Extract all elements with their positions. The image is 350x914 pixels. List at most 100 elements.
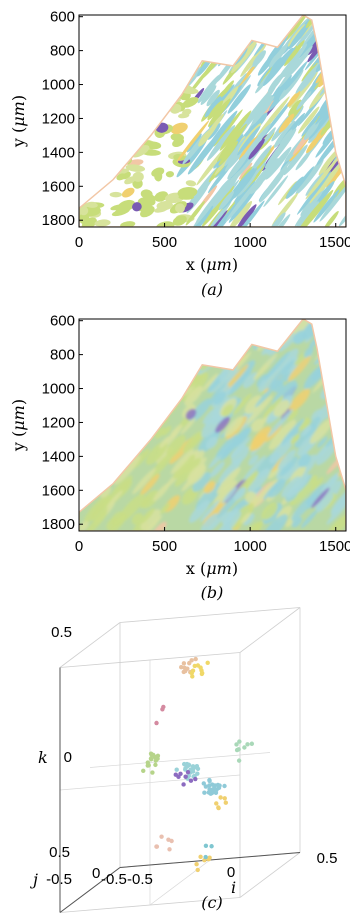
panel-c-ztick-bottom: -0.5 [46, 871, 72, 888]
grain [140, 205, 155, 218]
grain [183, 15, 204, 40]
orientation-patch [92, 405, 103, 417]
grain [201, 15, 234, 50]
orientation-patch [124, 328, 142, 348]
orientation-patch [140, 509, 161, 531]
orientation-patch [320, 320, 342, 343]
orientation-patch [170, 445, 182, 458]
grain [109, 99, 119, 110]
orientation-patch [243, 319, 259, 330]
orientation-patch [231, 426, 252, 449]
grain [101, 88, 114, 100]
grain [86, 160, 100, 171]
orientation-patch [214, 511, 242, 531]
scatter-point [202, 790, 207, 795]
grain [129, 86, 145, 98]
orientation-patch [335, 404, 346, 420]
orientation-patch [336, 387, 346, 405]
grid-line [59, 774, 241, 791]
panel-b-ylabel: y (μm) [9, 399, 28, 452]
grain [185, 200, 205, 226]
grain [207, 100, 224, 121]
grain [305, 156, 340, 200]
scatter-point [195, 867, 200, 873]
orientation-patch [119, 400, 130, 412]
scatter-point [153, 762, 158, 768]
orientation-patch [79, 521, 89, 531]
y-tick-label: 1000 [42, 77, 75, 94]
orientation-patch [244, 395, 263, 415]
scatter-point [205, 660, 210, 666]
orientation-patch [222, 404, 234, 417]
scatter-point [203, 784, 209, 789]
orientation-patch [89, 364, 113, 390]
grain [287, 90, 301, 107]
orientation-patch [178, 331, 194, 349]
orientation-patch [259, 327, 276, 346]
scatter-point [154, 720, 159, 726]
grain [160, 47, 174, 58]
scatter-point [193, 776, 198, 782]
orientation-patch [104, 393, 123, 414]
scatter-point [237, 739, 242, 744]
orientation-patch [250, 479, 278, 509]
orientation-patch [79, 452, 93, 471]
grain [285, 176, 304, 199]
orientation-patch [116, 332, 136, 354]
grain [219, 110, 252, 151]
grain [100, 141, 119, 151]
grain [174, 16, 187, 24]
grain [303, 120, 320, 140]
grain [177, 59, 193, 70]
grain [81, 98, 96, 109]
scatter-point [182, 665, 187, 671]
orientation-patch [273, 399, 290, 417]
orientation-patch [95, 389, 110, 406]
orientation-patch [201, 373, 219, 392]
orientation-patch [163, 391, 176, 405]
orientation-patch [240, 512, 251, 524]
orientation-patch [243, 372, 258, 389]
grain [183, 18, 192, 24]
grain [89, 98, 108, 108]
grain [117, 59, 126, 69]
grain [90, 54, 108, 65]
scatter-point [223, 800, 229, 805]
scatter-point [183, 774, 188, 779]
x-tick-label: 1500 [319, 538, 350, 555]
panel-b-ticks: 0 500 1000 1500 600 800 1000 1200 1400 1600 1800 [42, 313, 350, 555]
orientation-patch [147, 348, 161, 364]
orientation-patch [219, 447, 232, 461]
orientation-patch [159, 436, 170, 449]
scatter-point [190, 674, 195, 679]
orientation-patch [179, 347, 194, 362]
orientation-patch [200, 335, 219, 356]
grain [111, 142, 126, 152]
grain [184, 205, 214, 227]
grain [120, 148, 134, 157]
orientation-patch [247, 468, 270, 493]
orientation-patch [131, 365, 146, 381]
orientation-patch [81, 417, 108, 446]
grain [117, 46, 129, 56]
grain [268, 212, 286, 227]
grain [102, 80, 122, 88]
grain [305, 165, 321, 184]
orientation-patch [263, 478, 283, 500]
grain [182, 97, 199, 108]
orientation-patch [187, 464, 207, 485]
grain [218, 141, 239, 166]
grain [79, 18, 92, 24]
orientation-patch [205, 436, 218, 449]
grain [184, 56, 196, 68]
orientation-patch [122, 343, 141, 365]
grain [146, 195, 156, 203]
grain [273, 120, 296, 148]
grain [193, 179, 212, 204]
orientation-patch [212, 333, 231, 353]
orientation-patch [216, 331, 231, 347]
orientation-patch [245, 491, 257, 504]
grain [196, 177, 231, 222]
grain [100, 21, 111, 28]
grain [192, 15, 222, 42]
